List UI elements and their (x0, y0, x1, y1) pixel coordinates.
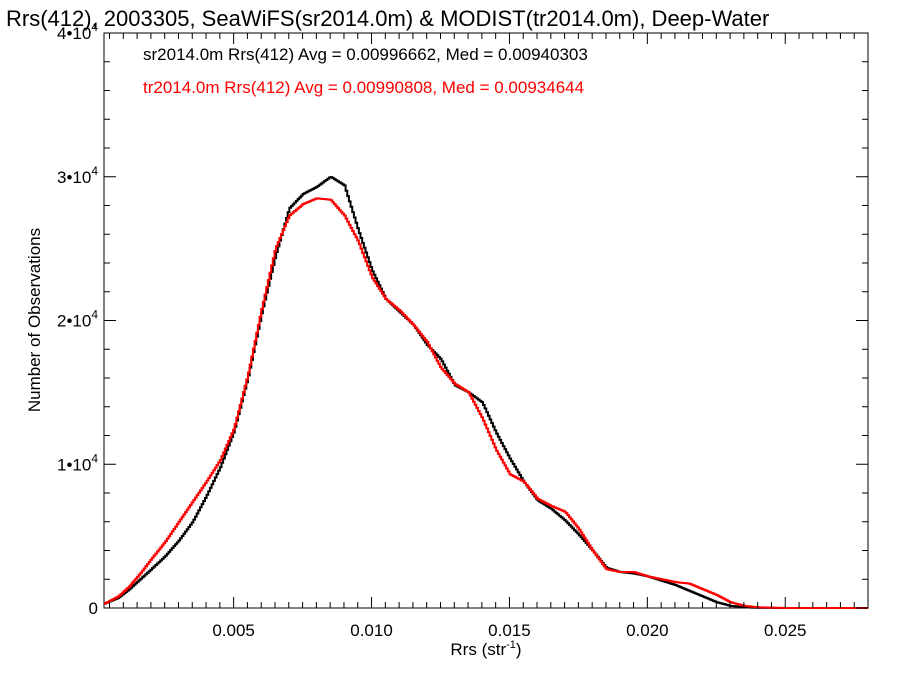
series-layer (104, 176, 868, 609)
annotation-tr-stats: tr2014.0m Rrs(412) Avg = 0.00990808, Med… (143, 78, 584, 97)
y-tick-label: 1•104 (57, 451, 98, 474)
x-tick-label: 0.005 (212, 621, 255, 640)
x-axis-label: Rrs (str-1) (450, 639, 521, 659)
annotation-sr-stats: sr2014.0m Rrs(412) Avg = 0.00996662, Med… (143, 45, 588, 64)
y-axis-label: Number of Observations (25, 228, 44, 412)
y-tick-label: 4•104 (57, 20, 98, 43)
x-tick-label: 0.010 (350, 621, 393, 640)
x-axis-ticks: 0.005 0.010 0.015 0.020 0.025 (109, 33, 869, 640)
x-tick-label: 0.025 (764, 621, 807, 640)
chart-title: Rrs(412), 2003305, SeaWiFS(sr2014.0m) & … (6, 6, 769, 31)
x-tick-label: 0.020 (626, 621, 669, 640)
histogram-series-0 (104, 176, 868, 609)
plot-border (103, 32, 869, 609)
y-tick-label: 2•104 (57, 308, 98, 331)
x-tick-label: 0.015 (488, 621, 531, 640)
plot-frame (103, 32, 869, 609)
histogram-series-1 (104, 197, 868, 609)
y-tick-label: 0 (89, 599, 98, 618)
y-axis-ticks: 0 1•104 2•104 3•104 4•104 (57, 20, 868, 618)
y-tick-label: 3•104 (57, 164, 98, 187)
